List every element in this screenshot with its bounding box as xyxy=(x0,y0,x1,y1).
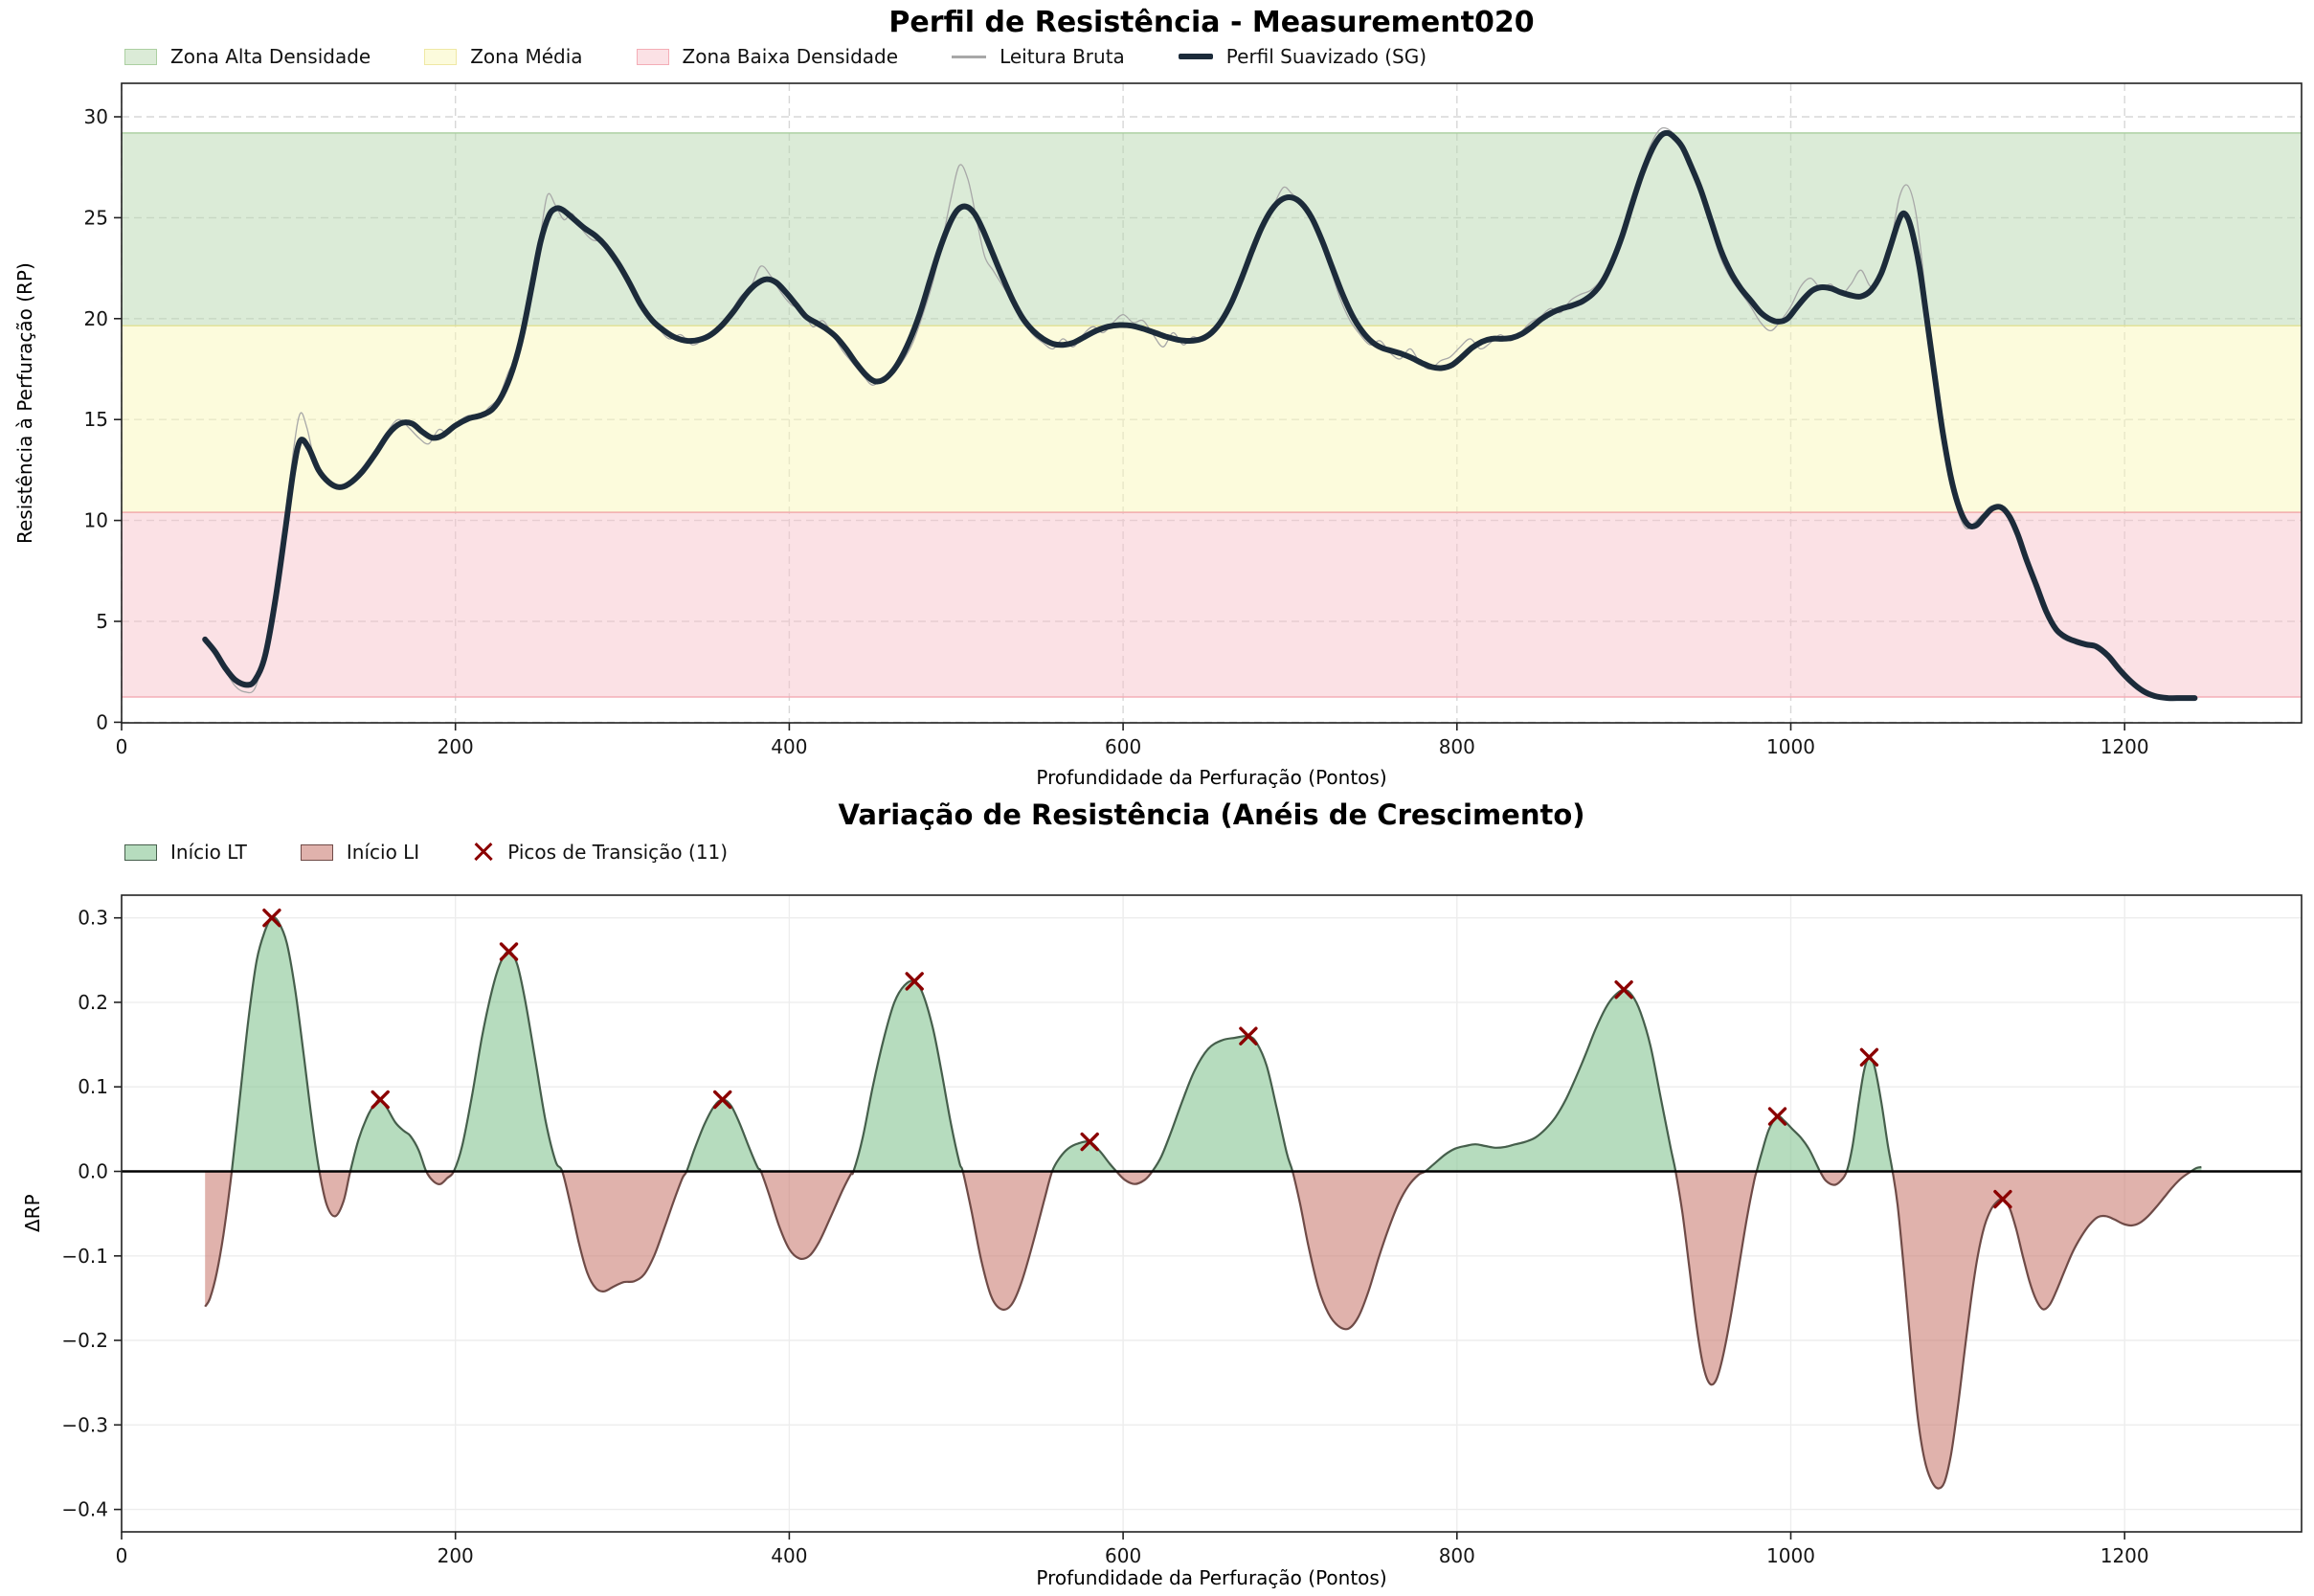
top-plot-area: 0 200 400 600 800 1000 1200 0 5 10 15 20 25 30 xyxy=(84,82,2303,758)
plot-border xyxy=(121,82,2303,724)
legend-label: Início LT xyxy=(170,841,247,864)
x-marker xyxy=(905,972,924,991)
x-marker xyxy=(1993,1189,2012,1209)
y-tick-label: −0.4 xyxy=(61,1498,108,1521)
legend-item-zona-media: Zona Média xyxy=(424,45,583,68)
y-tick-label: 0.2 xyxy=(78,991,108,1014)
legend-item-inicio-lt: Início LT xyxy=(124,841,247,864)
legend-item-inicio-li: Início LI xyxy=(300,841,420,864)
density-zone-2 xyxy=(122,511,2302,698)
inicio-lt-swatch xyxy=(124,843,157,861)
density-zone-0 xyxy=(122,132,2302,326)
smoothed-profile-line xyxy=(202,129,2198,702)
legend-label: Perfil Suavizado (SG) xyxy=(1225,45,1427,68)
negative-area-fill xyxy=(205,1171,2202,1489)
inicio-li-swatch xyxy=(300,843,333,861)
x-tick-label: 1200 xyxy=(2101,735,2149,758)
top-x-axis-label: Profundidade da Perfuração (Pontos) xyxy=(1036,766,1387,789)
legend-label: Picos de Transição (11) xyxy=(507,841,729,864)
x-tick-label: 1000 xyxy=(1766,735,1815,758)
y-tick-label: 15 xyxy=(84,408,108,431)
x-marker xyxy=(499,942,519,961)
zona-baixa-swatch xyxy=(636,48,669,65)
legend-label: Zona Baixa Densidade xyxy=(682,45,899,68)
x-tick-label: 400 xyxy=(771,735,807,758)
x-tick-label: 600 xyxy=(1105,735,1141,758)
legend-item-picos-transicao: Picos de Transição (11) xyxy=(473,841,728,864)
transition-peak-markers xyxy=(262,909,2012,1209)
legend-label: Zona Média xyxy=(470,45,583,68)
x-tick-label: 800 xyxy=(1439,1544,1475,1567)
x-marker xyxy=(1767,1107,1787,1126)
x-tick-label: 200 xyxy=(438,1544,474,1567)
y-tick-label: 20 xyxy=(84,307,108,330)
x-marker xyxy=(1859,1047,1879,1068)
x-marker xyxy=(371,1090,390,1110)
y-tick-label: −0.3 xyxy=(61,1413,108,1436)
y-tick-label: 30 xyxy=(84,105,108,128)
legend-item-leitura-bruta: Leitura Bruta xyxy=(952,45,1125,68)
perfil-suavizado-line-swatch xyxy=(1178,54,1213,59)
bottom-x-axis-label: Profundidade da Perfuração (Pontos) xyxy=(1036,1566,1387,1589)
x-marker xyxy=(1614,979,1633,1000)
legend-item-zona-baixa: Zona Baixa Densidade xyxy=(636,45,899,68)
y-tick-label: 10 xyxy=(84,509,108,532)
x-tick-label: 400 xyxy=(771,1544,807,1567)
y-tick-label: 0 xyxy=(96,710,108,733)
legend-label: Leitura Bruta xyxy=(1000,45,1125,68)
leitura-bruta-line-swatch xyxy=(952,55,987,58)
plot-border xyxy=(121,894,2303,1533)
zona-alta-swatch xyxy=(124,48,157,65)
x-tick-label: 200 xyxy=(438,735,474,758)
bottom-plot-area: 0 200 400 600 800 1000 1200 0.3 0.2 0.1 0.0 −0.1 −0.… xyxy=(61,894,2303,1567)
top-chart-legend: Zona Alta Densidade Zona Média Zona Baix… xyxy=(124,45,1427,68)
legend-label: Início LI xyxy=(346,841,420,864)
x-marker xyxy=(262,909,281,928)
y-tick-label: 0.0 xyxy=(78,1160,108,1183)
legend-item-zona-alta: Zona Alta Densidade xyxy=(124,45,371,68)
y-tick-label: 25 xyxy=(84,206,108,229)
y-tick-label: −0.1 xyxy=(61,1245,108,1268)
top-chart-title: Perfil de Resistência - Measurement020 xyxy=(888,6,1535,39)
x-tick-label: 0 xyxy=(116,1544,128,1567)
zona-media-swatch xyxy=(424,48,458,65)
legend-label: Zona Alta Densidade xyxy=(170,45,371,68)
tick-labels: 0 200 400 600 800 1000 1200 0 5 10 15 20 25 30 xyxy=(84,105,2149,758)
density-zone-1 xyxy=(122,325,2302,513)
y-tick-label: 5 xyxy=(96,610,108,633)
x-marker xyxy=(1080,1132,1099,1152)
tick-labels: 0 200 400 600 800 1000 1200 0.3 0.2 0.1 0.0 −0.1 −0.… xyxy=(61,907,2148,1567)
y-tick-label: 0.1 xyxy=(78,1075,108,1098)
delta-curve-negative xyxy=(204,1171,2193,1490)
x-tick-label: 0 xyxy=(116,735,128,758)
bottom-chart-legend: Início LT Início LI Picos de Transição (… xyxy=(124,841,728,864)
y-tick-label: −0.2 xyxy=(61,1329,108,1352)
legend-item-perfil-suavizado: Perfil Suavizado (SG) xyxy=(1178,45,1427,68)
positive-area-fill xyxy=(232,917,2202,1172)
bottom-chart-title: Variação de Resistência (Anéis de Cresci… xyxy=(838,798,1585,831)
x-tick-label: 1200 xyxy=(2101,1544,2149,1567)
x-tick-label: 1000 xyxy=(1766,1544,1815,1567)
x-tick-label: 600 xyxy=(1105,1544,1141,1567)
x-marker xyxy=(1239,1026,1258,1045)
y-tick-label: 0.3 xyxy=(78,907,108,930)
x-marker xyxy=(713,1090,732,1110)
x-tick-label: 800 xyxy=(1439,735,1475,758)
